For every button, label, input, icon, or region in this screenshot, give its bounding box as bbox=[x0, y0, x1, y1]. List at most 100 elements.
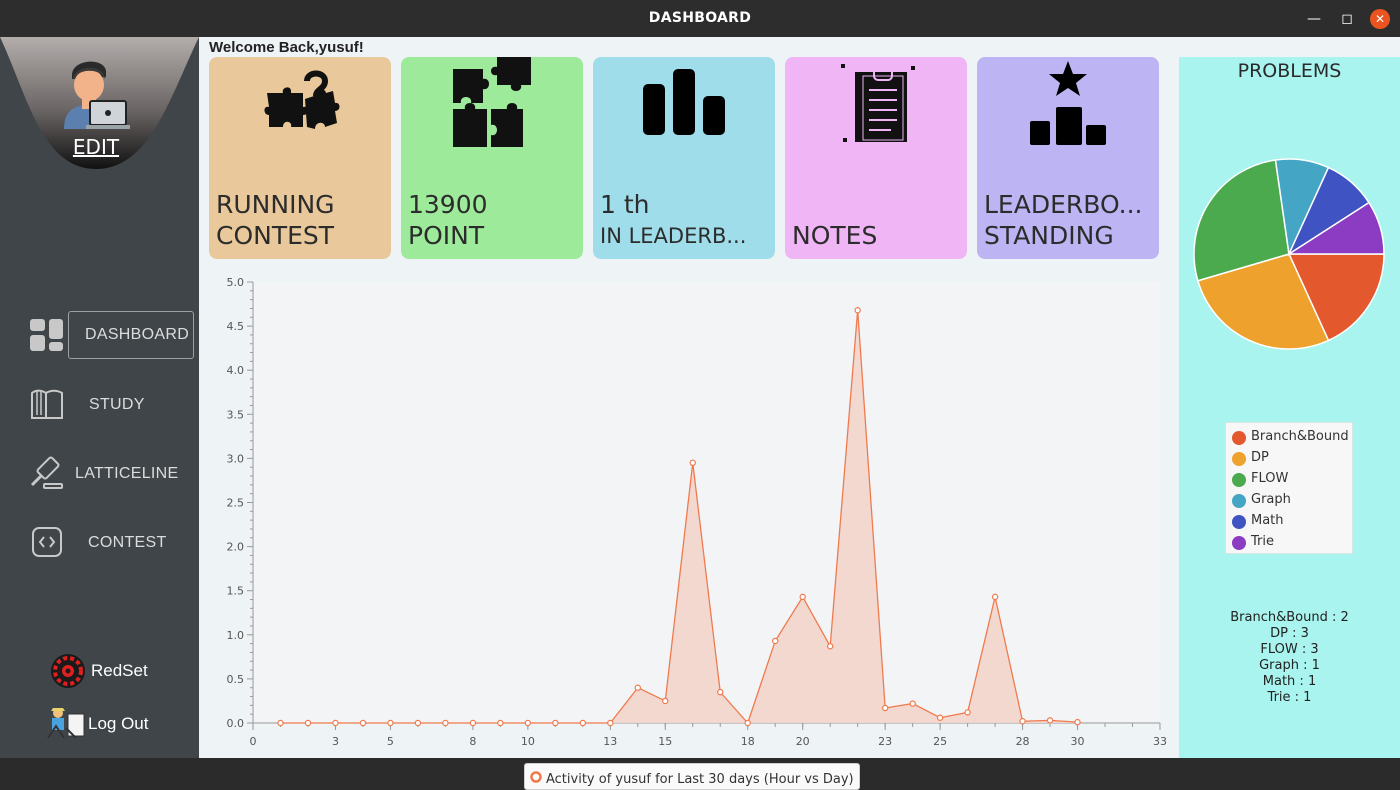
activity-area-fill bbox=[280, 310, 1078, 723]
problems-pie-chart bbox=[1193, 158, 1385, 350]
activity-data-point[interactable] bbox=[359, 719, 367, 727]
redset-button[interactable]: RedSet bbox=[0, 650, 199, 690]
nav-contest[interactable]: CONTEST bbox=[0, 517, 199, 567]
activity-data-point[interactable] bbox=[689, 459, 696, 467]
activity-data-point[interactable] bbox=[744, 719, 751, 727]
card-leaderboard-standing[interactable]: LEADERBO... STANDING bbox=[977, 57, 1159, 259]
nav-latticeline-label: LATTICELINE bbox=[75, 465, 179, 482]
card-points-line2: POINT bbox=[408, 221, 485, 250]
nav-dashboard[interactable]: DASHBOARD bbox=[0, 310, 199, 360]
activity-data-point[interactable] bbox=[854, 307, 861, 314]
activity-data-point[interactable] bbox=[607, 719, 614, 727]
activity-data-point[interactable] bbox=[579, 719, 587, 727]
y-tick-label: 0.5 bbox=[227, 673, 245, 686]
pie-slice[interactable] bbox=[1196, 253, 1330, 350]
problem-count-line: FLOW : 3 bbox=[1260, 642, 1319, 657]
nav-study[interactable]: STUDY bbox=[0, 379, 199, 429]
activity-data-point[interactable] bbox=[772, 637, 779, 645]
y-tick-label: 1.5 bbox=[227, 585, 245, 598]
card-running-contest-line1: RUNNING bbox=[216, 190, 335, 219]
activity-data-point[interactable] bbox=[497, 719, 504, 727]
minimize-icon[interactable]: — bbox=[1307, 11, 1321, 27]
activity-data-point[interactable] bbox=[387, 719, 394, 727]
activity-data-point[interactable] bbox=[936, 714, 944, 721]
pie-slice[interactable] bbox=[1287, 253, 1385, 342]
dashboard-grid-icon bbox=[30, 319, 63, 351]
activity-data-point[interactable] bbox=[304, 719, 312, 727]
card-leaderboard-standing-line1: LEADERBO... bbox=[984, 190, 1143, 219]
pie-slice[interactable] bbox=[1193, 159, 1290, 282]
activity-data-point[interactable] bbox=[442, 719, 449, 727]
activity-data-point[interactable] bbox=[414, 719, 422, 727]
activity-chart-svg: 0.0 0.5 1.0 1.5 2.0 2.5 3.0 3.5 4.0 4.5 5.0 0 3 5 8 10 1… bbox=[227, 276, 1168, 748]
maximize-icon[interactable]: ◻ bbox=[1341, 11, 1353, 27]
activity-data-point[interactable] bbox=[964, 709, 971, 716]
problem-count-line: Math : 1 bbox=[1262, 674, 1317, 689]
y-tick-label: 4.5 bbox=[227, 320, 245, 333]
activity-data-point[interactable] bbox=[1046, 717, 1054, 724]
y-tick-label: 4.0 bbox=[227, 364, 245, 377]
activity-data-point[interactable] bbox=[662, 697, 669, 705]
avatar-icon[interactable] bbox=[60, 55, 130, 131]
x-tick-label: 15 bbox=[658, 735, 672, 748]
y-tick-label: 0.0 bbox=[227, 717, 245, 730]
x-tick-label: 33 bbox=[1153, 735, 1167, 748]
activity-chart: 0.0 0.5 1.0 1.5 2.0 2.5 3.0 3.5 4.0 4.5 5.0 0 3 5 8 10 1… bbox=[205, 269, 1175, 758]
problem-count-line: Branch&Bound : 2 bbox=[1230, 610, 1349, 625]
code-icon bbox=[32, 527, 62, 557]
x-tick-label: 30 bbox=[1071, 735, 1085, 748]
activity-data-point[interactable] bbox=[552, 719, 559, 727]
legend-color-dot bbox=[1232, 431, 1246, 445]
card-notes-label: NOTES bbox=[792, 221, 878, 250]
card-leaderboard-rank-line2: IN LEADERB... bbox=[600, 224, 747, 248]
redset-gear-icon bbox=[51, 654, 85, 688]
problems-panel: PROBLEMS Branch&Bound DP FLOW Graph Math Trie… bbox=[1179, 57, 1400, 758]
activity-data-point[interactable] bbox=[1019, 718, 1026, 725]
clipboard-icon bbox=[785, 57, 967, 157]
y-tick-label: 5.0 bbox=[227, 276, 245, 289]
x-tick-label: 18 bbox=[741, 735, 755, 748]
activity-data-point[interactable] bbox=[909, 700, 916, 707]
activity-data-point[interactable] bbox=[881, 704, 889, 712]
window-titlebar: DASHBOARD — ◻ ✕ bbox=[0, 0, 1400, 37]
card-points[interactable]: 13900 POINT bbox=[401, 57, 583, 259]
card-notes[interactable]: NOTES bbox=[785, 57, 967, 259]
activity-data-point[interactable] bbox=[332, 719, 339, 727]
logout-button[interactable]: Log Out bbox=[0, 704, 199, 744]
book-icon bbox=[31, 389, 63, 419]
problem-count-line: Graph : 1 bbox=[1259, 658, 1320, 673]
x-tick-label: 23 bbox=[878, 735, 892, 748]
activity-data-point[interactable] bbox=[524, 719, 532, 727]
welcome-message: Welcome Back,yusuf! bbox=[209, 39, 364, 56]
activity-data-point[interactable] bbox=[469, 719, 477, 727]
legend-color-dot bbox=[1232, 452, 1246, 466]
activity-data-point[interactable] bbox=[634, 684, 641, 691]
activity-data-point[interactable] bbox=[799, 593, 806, 601]
activity-data-point[interactable] bbox=[277, 719, 284, 727]
legend-label: Graph bbox=[1251, 492, 1291, 507]
legend-label: DP bbox=[1251, 450, 1269, 465]
pie-slice[interactable] bbox=[1286, 201, 1385, 255]
legend-color-dot bbox=[1232, 473, 1246, 487]
activity-chart-legend: Activity of yusuf for Last 30 days (Hour… bbox=[524, 763, 860, 790]
x-tick-label: 20 bbox=[796, 735, 810, 748]
activity-data-point[interactable] bbox=[717, 688, 724, 696]
edit-profile-link[interactable]: EDIT bbox=[72, 135, 120, 159]
legend-label: Math bbox=[1251, 513, 1284, 528]
x-tick-label: 10 bbox=[521, 735, 535, 748]
legend-label: Trie bbox=[1251, 534, 1274, 549]
legend-label: Branch&Bound bbox=[1251, 429, 1349, 444]
card-leaderboard-rank[interactable]: 1 th IN LEADERB... bbox=[593, 57, 775, 259]
close-icon[interactable]: ✕ bbox=[1370, 9, 1390, 29]
problems-pie-legend: Branch&Bound DP FLOW Graph Math Trie bbox=[1225, 422, 1353, 554]
activity-data-point[interactable] bbox=[991, 593, 999, 601]
card-running-contest[interactable]: RUNNING CONTEST bbox=[209, 57, 391, 259]
podium-star-icon bbox=[977, 57, 1159, 157]
activity-data-point[interactable] bbox=[1074, 718, 1081, 726]
nav-latticeline[interactable]: LATTICELINE bbox=[0, 448, 199, 498]
x-tick-label: 8 bbox=[469, 735, 476, 748]
bar-chart-icon bbox=[593, 57, 775, 157]
activity-data-point[interactable] bbox=[826, 643, 834, 650]
problem-count-line: Trie : 1 bbox=[1267, 690, 1312, 705]
